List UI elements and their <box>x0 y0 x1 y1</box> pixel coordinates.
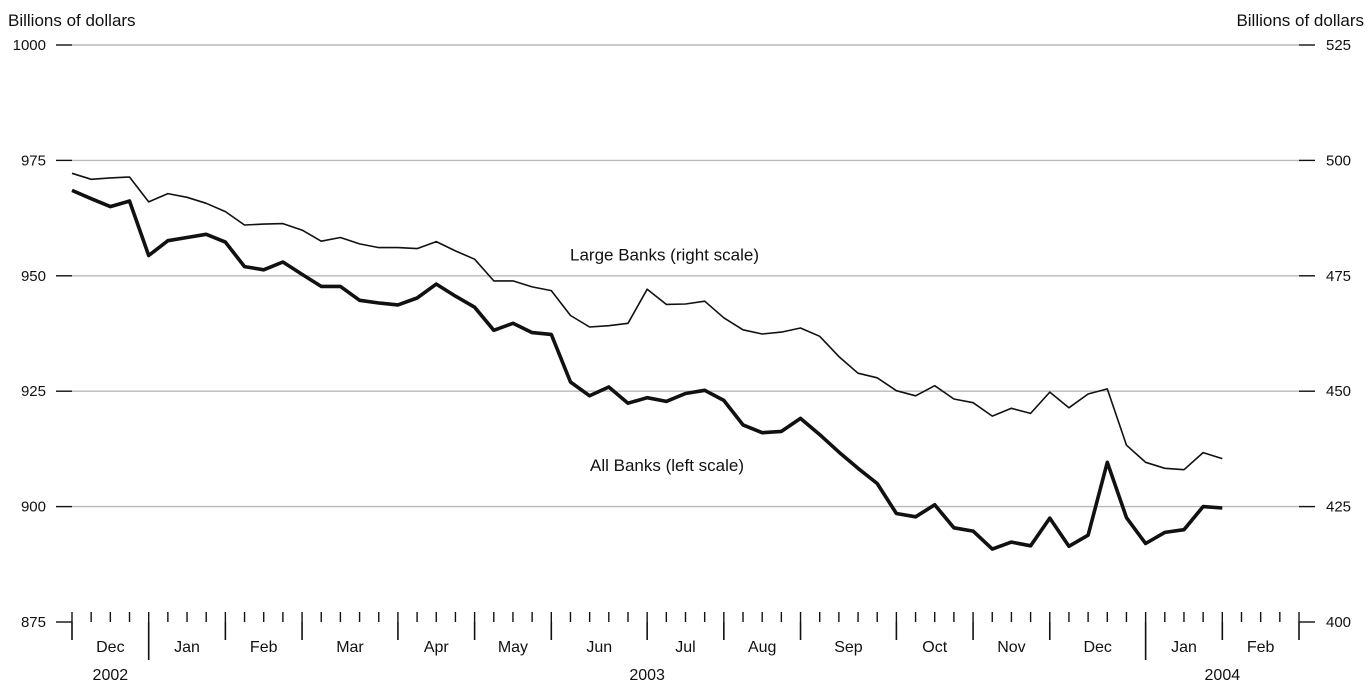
left-tick-label: 900 <box>21 499 46 516</box>
month-label: Feb <box>1247 639 1275 656</box>
month-label: Apr <box>424 639 450 656</box>
all-banks-line <box>71 188 1223 551</box>
right-tick-label: 525 <box>1326 37 1351 54</box>
left-tick-label: 1000 <box>13 37 46 54</box>
left-tick-label: 925 <box>21 383 46 400</box>
left-tick-label: 975 <box>21 152 46 169</box>
month-label: Aug <box>748 639 776 656</box>
right-axis: 400 425 450 475 500 525 <box>1299 37 1351 631</box>
month-label: Dec <box>96 639 124 656</box>
year-label: 2002 <box>93 667 129 684</box>
month-label: May <box>498 639 528 656</box>
right-tick-label: 475 <box>1326 268 1351 285</box>
month-label: Jul <box>675 639 695 656</box>
right-tick-label: 400 <box>1326 614 1351 631</box>
month-label: Feb <box>250 639 278 656</box>
left-axis: 875 900 925 950 975 1000 <box>13 37 72 631</box>
right-tick-label: 425 <box>1326 499 1351 516</box>
month-label: Mar <box>336 639 364 656</box>
month-label: Sep <box>834 639 863 656</box>
right-axis-title: Billions of dollars <box>1236 11 1364 30</box>
large-banks-line <box>71 172 1223 471</box>
large-banks-label: Large Banks (right scale) <box>570 246 759 265</box>
month-label: Jan <box>174 639 200 656</box>
series-layer <box>71 172 1223 551</box>
time-axis: Dec Jan Feb Mar Apr May Jun Jul Aug Sep Oct Nov Dec J… <box>71 612 1300 684</box>
left-axis-title: Billions of dollars <box>8 11 136 30</box>
year-label: 2003 <box>629 667 665 684</box>
right-tick-label: 450 <box>1326 383 1351 400</box>
grid-lines <box>72 44 1299 508</box>
left-tick-label: 875 <box>21 614 46 631</box>
right-tick-label: 500 <box>1326 152 1351 169</box>
month-label: Jun <box>586 639 612 656</box>
series-annotations: Large Banks (right scale) All Banks (left… <box>570 246 759 475</box>
month-label: Jan <box>1171 639 1197 656</box>
month-label: Dec <box>1083 639 1111 656</box>
year-label: 2004 <box>1205 667 1241 684</box>
left-tick-label: 950 <box>21 268 46 285</box>
month-label: Nov <box>997 639 1025 656</box>
all-banks-label: All Banks (left scale) <box>590 456 744 475</box>
month-label: Oct <box>922 639 947 656</box>
